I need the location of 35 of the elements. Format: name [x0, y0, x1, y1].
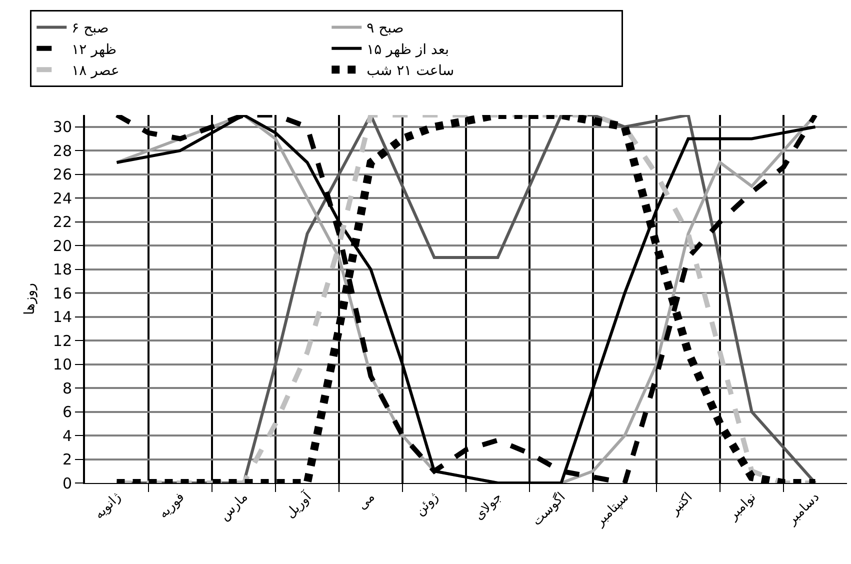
- x-tick-label: می: [354, 490, 378, 514]
- y-tick-label: 22: [52, 213, 72, 232]
- legend-label: ۶ صبح: [72, 20, 109, 37]
- y-tick-label: 20: [52, 236, 72, 255]
- x-tick-label: فوریه: [156, 490, 188, 522]
- y-tick-label: 0: [62, 474, 72, 492]
- legend-label: ۱۵ بعد از ظهر: [366, 42, 450, 58]
- x-tick-label: ژوئن: [412, 490, 442, 519]
- y-tick-label: 12: [52, 332, 72, 350]
- x-tick-label: ژانویه: [92, 490, 124, 522]
- legend-label: ۱۸ عصر: [72, 63, 120, 80]
- y-tick-label: 10: [52, 356, 72, 374]
- x-tick-label: جولای: [472, 490, 506, 524]
- y-tick-label: 30: [52, 118, 72, 136]
- y-tick-label: 8: [62, 379, 72, 398]
- y-tick-label: 26: [52, 166, 72, 184]
- legend-label: ۹ صبح: [366, 20, 404, 37]
- x-tick-label: مارس: [217, 490, 252, 524]
- y-tick-label: 14: [52, 308, 72, 326]
- y-tick-label: 18: [52, 260, 72, 279]
- x-tick-label: اگوست: [528, 489, 569, 529]
- y-tick-label: 28: [52, 142, 72, 160]
- x-tick-label: آوریل: [282, 488, 316, 522]
- y-tick-label: 16: [52, 284, 72, 302]
- y-tick-label: 6: [62, 403, 72, 422]
- legend-label: ساعت ۲۱ شب: [366, 63, 454, 80]
- y-tick-label: 4: [62, 426, 72, 445]
- y-tick-label: 2: [62, 450, 72, 469]
- y-axis-title: روزها: [22, 283, 38, 315]
- x-tick-label: اکتبر: [666, 490, 696, 519]
- x-tick-label: دسامبر: [784, 490, 823, 529]
- x-tick-label: نوامبر: [725, 490, 760, 524]
- x-tick-label: سپتامبر: [592, 490, 632, 530]
- y-tick-label: 24: [52, 189, 72, 208]
- legend-label: ۱۲ ظهر: [72, 42, 116, 58]
